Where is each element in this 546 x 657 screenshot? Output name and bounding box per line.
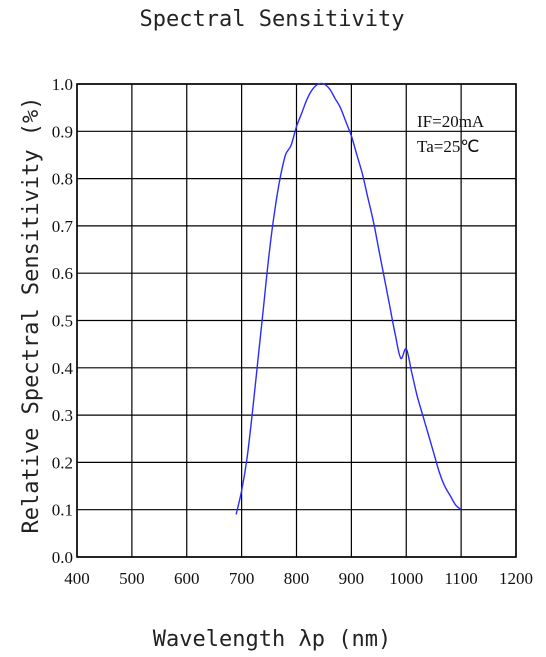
- y-tick-label: 0.3: [52, 406, 73, 425]
- y-tick-label: 0.5: [52, 312, 73, 331]
- x-tick-label: 700: [229, 569, 255, 588]
- y-tick-labels: 0.0 0.1 0.2 0.3 0.4 0.5 0.6 0.7 0.8 0.9 1.0: [52, 75, 74, 567]
- x-tick-labels: 400 500 600 700 800 900 1000 1100 1200: [64, 569, 533, 588]
- x-tick-label: 400: [64, 569, 90, 588]
- grid-lines: [76, 83, 517, 558]
- x-tick-label: 500: [119, 569, 145, 588]
- y-tick-label: 0.9: [52, 122, 73, 141]
- plot-frame: [76, 83, 517, 558]
- x-tick-label: 1200: [499, 569, 533, 588]
- annotation-temperature: Ta=25℃: [417, 137, 479, 156]
- sensitivity-curve: [235, 82, 462, 515]
- x-tick-label: 800: [284, 569, 310, 588]
- y-axis-label: Relative Spectral Sensitivity (%): [19, 96, 44, 533]
- chart-title: Spectral Sensitivity: [140, 7, 405, 32]
- y-tick-label: 0.7: [52, 217, 74, 236]
- y-tick-label: 1.0: [52, 75, 73, 94]
- y-tick-label: 0.1: [52, 501, 73, 520]
- x-tick-label: 600: [174, 569, 200, 588]
- x-tick-label: 1000: [389, 569, 423, 588]
- y-tick-label: 0.8: [52, 170, 73, 189]
- y-tick-label: 0.0: [52, 548, 73, 567]
- y-tick-label: 0.6: [52, 264, 73, 283]
- y-tick-label: 0.4: [52, 359, 74, 378]
- y-tick-label: 0.2: [52, 453, 73, 472]
- x-axis-label: Wavelength λp (nm): [153, 627, 391, 652]
- x-tick-label: 1100: [444, 569, 477, 588]
- annotation-current: IF=20mA: [417, 112, 485, 131]
- x-tick-label: 900: [339, 569, 365, 588]
